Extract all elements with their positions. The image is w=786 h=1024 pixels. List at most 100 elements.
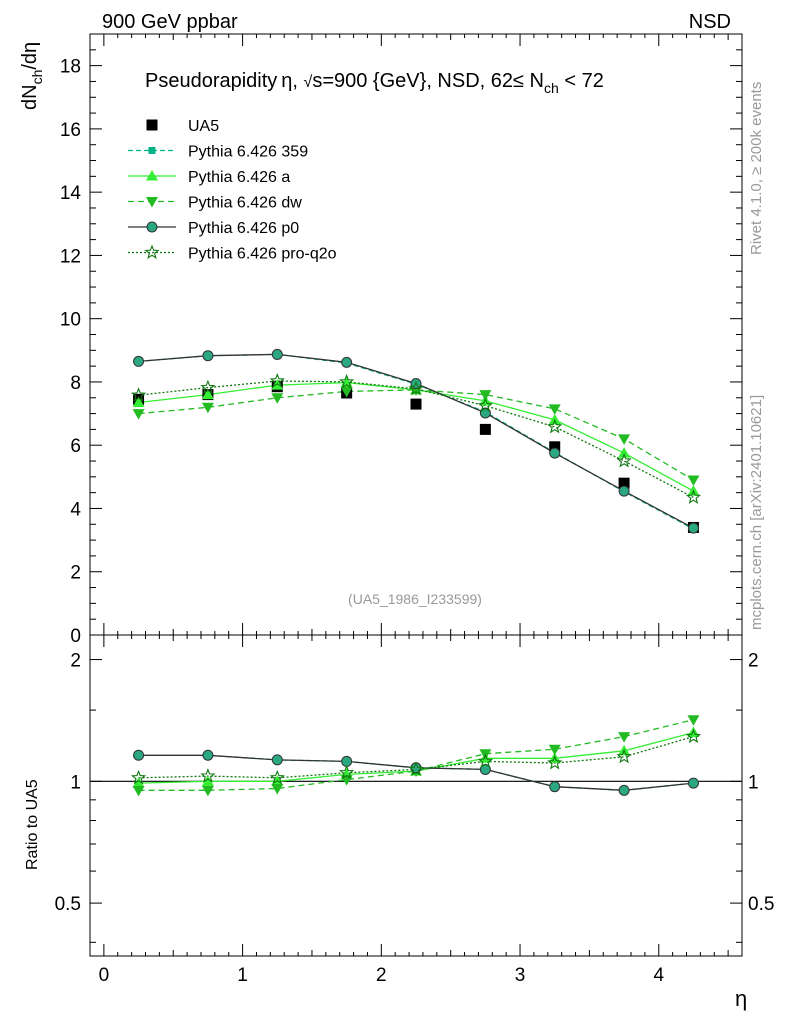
- ratio-panel: 0 1 2 3 4 0.5 0.5 1 1 2 2 Ratio to UA5 η: [24, 634, 774, 1011]
- mc-point: [133, 355, 145, 367]
- mc-point: [616, 453, 632, 468]
- series-line: [138, 380, 694, 498]
- ratio-point: [271, 754, 283, 766]
- ratio-y-tick-label: 0.5: [55, 894, 81, 915]
- ratio-series: [90, 715, 742, 797]
- mc-point: [271, 348, 283, 360]
- mc-point: [547, 418, 563, 434]
- x-axis-label: η: [735, 986, 747, 1011]
- mcplots-label: mcplots.cern.ch [arXiv:2401.10621]: [748, 395, 765, 630]
- mc-point: [408, 380, 424, 396]
- mc-point: [341, 356, 353, 368]
- main-y-tick-label: 4: [70, 499, 81, 520]
- mc-point: [687, 522, 699, 534]
- legend-label: Pythia 6.426 dw: [188, 195, 302, 212]
- main-y-tick-label: 0: [70, 626, 81, 647]
- mc-point: [132, 396, 145, 408]
- ratio-point: [201, 775, 214, 786]
- ratio-point: [687, 777, 699, 789]
- ratio-point: [687, 726, 700, 738]
- ratio-point: [548, 744, 561, 756]
- ratio-y-tick-label: 2: [70, 651, 81, 672]
- main-panel: 0 2 4 6 8 10 12 14 16 18 dNch/dη Pseudorapidity η…: [19, 33, 743, 647]
- ratio-y-tick-label: 1: [70, 772, 81, 793]
- ratio-point: [201, 785, 214, 797]
- x-tick-label: 3: [515, 965, 526, 986]
- mc-point: [201, 402, 214, 414]
- main-y-tick-label: 16: [60, 120, 81, 141]
- mc-point: [200, 379, 216, 395]
- ratio-series-line: [138, 719, 694, 791]
- main-y-tick-label: 8: [70, 373, 81, 394]
- legend-marker: [146, 197, 158, 208]
- main-ylabel: dNch/dη: [19, 42, 45, 110]
- legend-marker: [146, 170, 158, 181]
- header-left-label: 900 GeV ppbar: [102, 11, 238, 33]
- chart-title: Pseudorapidity η, √s=900 {GeV}, NSD, 62≤…: [145, 70, 604, 96]
- main-y-tick-label: 18: [60, 57, 81, 78]
- ratio-ylabel: Ratio to UA5: [24, 779, 41, 870]
- ratio-point: [685, 728, 702, 744]
- series-line: [138, 389, 694, 481]
- ratio-point: [616, 748, 632, 764]
- main-y-tick-label: 6: [70, 436, 81, 457]
- mc-point: [549, 447, 561, 459]
- ratio-point: [618, 732, 631, 743]
- ratio-y-tick-label-right: 0.5: [748, 894, 774, 915]
- data-point: [479, 423, 491, 435]
- ratio-point: [549, 781, 561, 793]
- data-point: [618, 477, 630, 489]
- main-series: [130, 348, 702, 534]
- mc-point: [339, 373, 355, 389]
- ratio-point: [202, 749, 214, 761]
- x-tick-label: 4: [653, 965, 664, 986]
- legend-marker: [146, 119, 158, 131]
- mc-point: [269, 372, 285, 388]
- main-y-tick-label: 12: [60, 246, 81, 267]
- legend-marker: [148, 147, 156, 154]
- legend-label: Pythia 6.426 359: [188, 144, 308, 161]
- mc-point: [130, 387, 147, 402]
- legend-marker: [146, 221, 158, 233]
- ratio-point: [408, 761, 424, 776]
- legend-label: Pythia 6.426 a: [188, 169, 290, 186]
- header-right-label: NSD: [689, 11, 731, 33]
- mc-point: [340, 386, 353, 398]
- ratio-point: [200, 768, 216, 783]
- ratio-frame: [89, 634, 743, 957]
- mc-point: [202, 350, 214, 362]
- main-y-tick-label: 14: [60, 183, 82, 204]
- main-axis-ticks: 0 2 4 6 8 10 12 14 16 18: [60, 34, 743, 647]
- ratio-y-tick-label-right: 1: [748, 772, 759, 793]
- legend-label: Pythia 6.426 p0: [188, 220, 299, 237]
- mc-point: [479, 390, 492, 401]
- data-point: [549, 441, 561, 453]
- ratio-y-tick-label-right: 2: [748, 651, 759, 672]
- main-y-tick-label: 10: [60, 310, 81, 331]
- legend: UA5 Pythia 6.426 359 Pythia 6.426 a Pythia …: [128, 118, 337, 263]
- ratio-point: [132, 785, 145, 797]
- mc-point: [618, 485, 630, 497]
- mc-point: [685, 489, 702, 504]
- data-point: [410, 398, 422, 410]
- legend-label: UA5: [188, 118, 219, 135]
- mc-point: [201, 388, 214, 400]
- x-tick-label: 2: [376, 965, 387, 986]
- ratio-point: [271, 783, 284, 795]
- x-tick-label: 1: [237, 965, 248, 986]
- ratio-point: [477, 753, 493, 768]
- ratio-point: [339, 764, 355, 780]
- legend-label: Pythia 6.426 pro-q2o: [188, 246, 337, 263]
- mc-point: [618, 447, 631, 458]
- ratio-axis-ticks: 0 1 2 3 4 0.5 0.5 1 1 2 2: [55, 635, 774, 986]
- analysis-annotation: (UA5_1986_I233599): [348, 591, 482, 607]
- main-y-tick-label: 2: [70, 563, 81, 584]
- x-tick-label: 0: [99, 965, 110, 986]
- ratio-point: [687, 715, 700, 726]
- rivet-version-label: Rivet 4.1.0, ≥ 200k events: [748, 82, 765, 255]
- mc-point: [618, 434, 631, 445]
- ratio-point: [618, 784, 630, 796]
- mc-point: [271, 393, 284, 404]
- mc-point: [477, 397, 493, 413]
